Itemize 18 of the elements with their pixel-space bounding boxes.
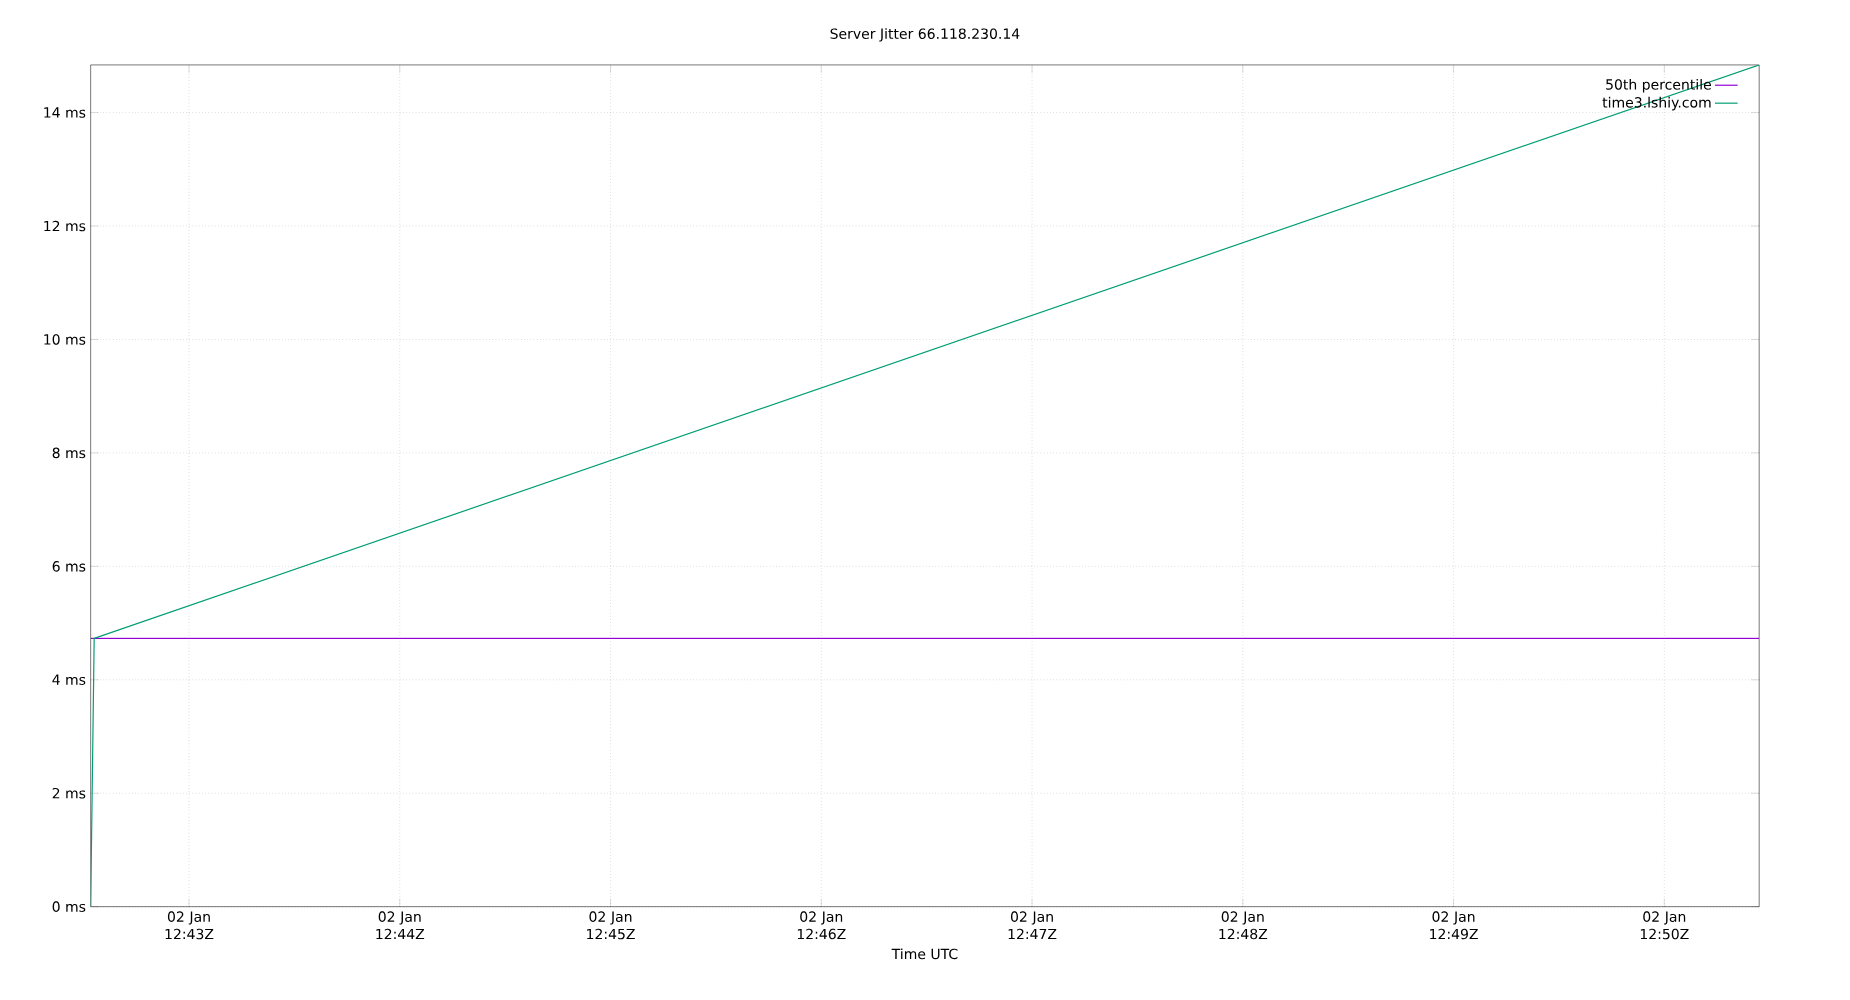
x-tick-label: 02 Jan 12:47Z	[1008, 911, 1057, 940]
x-tick-label: 02 Jan 12:49Z	[1430, 911, 1478, 940]
y-tick-label: 2 ms	[52, 787, 86, 799]
x-tick-label: 02 Jan 12:46Z	[797, 911, 846, 940]
y-tick-label: 12 ms	[44, 220, 86, 232]
y-tick-label: 8 ms	[52, 447, 86, 459]
x-tick-label: 02 Jan 12:50Z	[1640, 911, 1689, 940]
y-tick-label: 6 ms	[52, 561, 86, 572]
x-tick-label: 02 Jan 12:44Z	[376, 911, 425, 940]
x-axis-title: Time UTC	[891, 948, 958, 960]
y-tick-label: 0 ms	[52, 901, 86, 912]
x-tick-label: 02 Jan 12:48Z	[1219, 911, 1268, 940]
y-tick-label: 14 ms	[44, 107, 86, 118]
x-tick-label: 02 Jan 12:45Z	[587, 911, 635, 940]
y-tick-label: 4 ms	[52, 674, 86, 685]
chart-title: Server Jitter 66.118.230.14	[830, 28, 1020, 42]
y-tick-label: 10 ms	[44, 334, 86, 345]
x-tick-label: 02 Jan 12:43Z	[165, 911, 214, 940]
